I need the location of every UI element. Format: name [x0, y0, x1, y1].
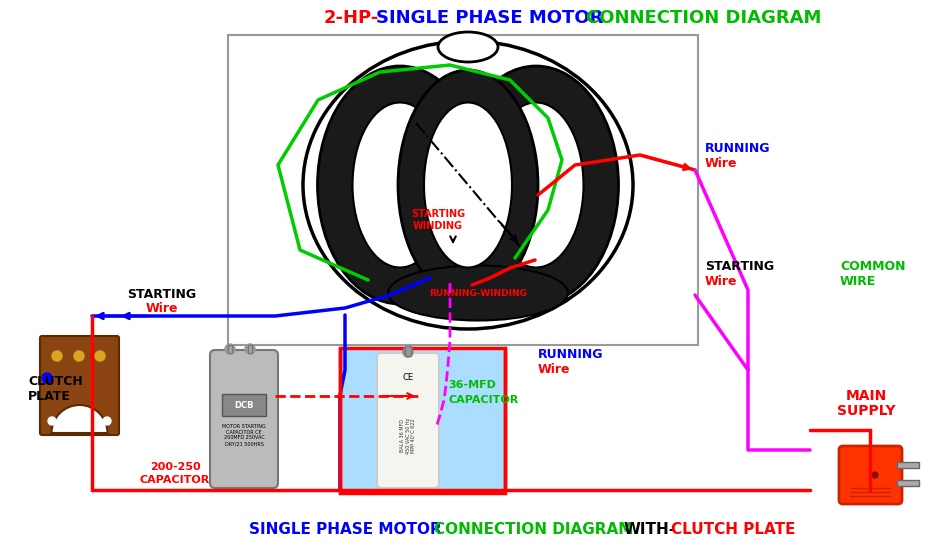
Text: WITH-: WITH-	[624, 523, 676, 537]
Text: Wire: Wire	[146, 302, 179, 315]
Text: RUNNING: RUNNING	[705, 142, 770, 155]
Circle shape	[48, 417, 56, 425]
Text: MAIN: MAIN	[845, 389, 886, 403]
Bar	[340, 348, 505, 493]
Circle shape	[95, 351, 105, 361]
Ellipse shape	[488, 103, 583, 268]
Circle shape	[872, 472, 878, 478]
Bar	[405, 346, 411, 356]
Ellipse shape	[388, 265, 568, 321]
Text: CLUTCH PLATE: CLUTCH PLATE	[671, 523, 795, 537]
Circle shape	[245, 344, 255, 354]
FancyBboxPatch shape	[40, 336, 119, 435]
Bar	[228, 345, 232, 353]
Ellipse shape	[454, 66, 618, 304]
Text: WIRE: WIRE	[840, 275, 876, 288]
Text: Wire: Wire	[538, 363, 570, 376]
Ellipse shape	[438, 32, 498, 62]
Text: CONNECTION DIAGRAM: CONNECTION DIAGRAM	[586, 9, 821, 27]
Text: BALA 36 MFD
450 VAC 50 Hz
MPP 40°C 622: BALA 36 MFD 450 VAC 50 Hz MPP 40°C 622	[400, 417, 417, 454]
FancyBboxPatch shape	[377, 353, 439, 488]
Text: STARTING: STARTING	[127, 288, 196, 301]
Text: CAPACITOR: CAPACITOR	[140, 475, 210, 485]
Ellipse shape	[317, 66, 483, 304]
Circle shape	[74, 351, 84, 361]
Ellipse shape	[424, 103, 512, 268]
Text: CONNECTION DIAGRAM: CONNECTION DIAGRAM	[434, 523, 639, 537]
Bar	[897, 480, 919, 486]
Bar	[897, 462, 919, 468]
FancyBboxPatch shape	[210, 350, 278, 488]
Text: 36-MFD: 36-MFD	[448, 380, 496, 390]
Circle shape	[403, 347, 413, 357]
Text: COMMON: COMMON	[840, 260, 906, 273]
Text: CAPACITOR: CAPACITOR	[448, 395, 518, 405]
Text: RUNNING: RUNNING	[538, 348, 604, 361]
Text: 200-250: 200-250	[150, 462, 200, 472]
Bar	[228, 35, 698, 345]
Text: Wire: Wire	[705, 157, 737, 170]
Text: SINGLE PHASE MOTOR: SINGLE PHASE MOTOR	[249, 523, 447, 537]
Circle shape	[103, 417, 111, 425]
Text: SINGLE PHASE MOTOR: SINGLE PHASE MOTOR	[376, 9, 610, 27]
Text: 2-HP-: 2-HP-	[324, 9, 379, 27]
Bar	[248, 345, 252, 353]
Text: PLATE: PLATE	[28, 390, 71, 403]
Circle shape	[52, 351, 62, 361]
Wedge shape	[51, 405, 108, 433]
Circle shape	[225, 344, 235, 354]
Text: Wire: Wire	[705, 275, 737, 288]
Text: STARTING: STARTING	[705, 260, 774, 273]
Text: CLUTCH: CLUTCH	[28, 375, 83, 388]
FancyBboxPatch shape	[222, 394, 266, 416]
Ellipse shape	[352, 103, 447, 268]
Text: MOTOR STARTING
CAPACITOR CE
200MFD 250VAC
DRY/21 500HRS: MOTOR STARTING CAPACITOR CE 200MFD 250VA…	[222, 424, 266, 446]
Text: DCB: DCB	[234, 401, 254, 410]
Text: SUPPLY: SUPPLY	[837, 404, 896, 418]
Text: STARTING
WINDING: STARTING WINDING	[411, 209, 465, 231]
Text: CE: CE	[403, 373, 414, 383]
Text: RUNNING-WINDING: RUNNING-WINDING	[429, 288, 527, 298]
Ellipse shape	[398, 70, 538, 300]
Ellipse shape	[303, 41, 633, 329]
FancyBboxPatch shape	[839, 446, 902, 504]
Circle shape	[42, 373, 52, 383]
